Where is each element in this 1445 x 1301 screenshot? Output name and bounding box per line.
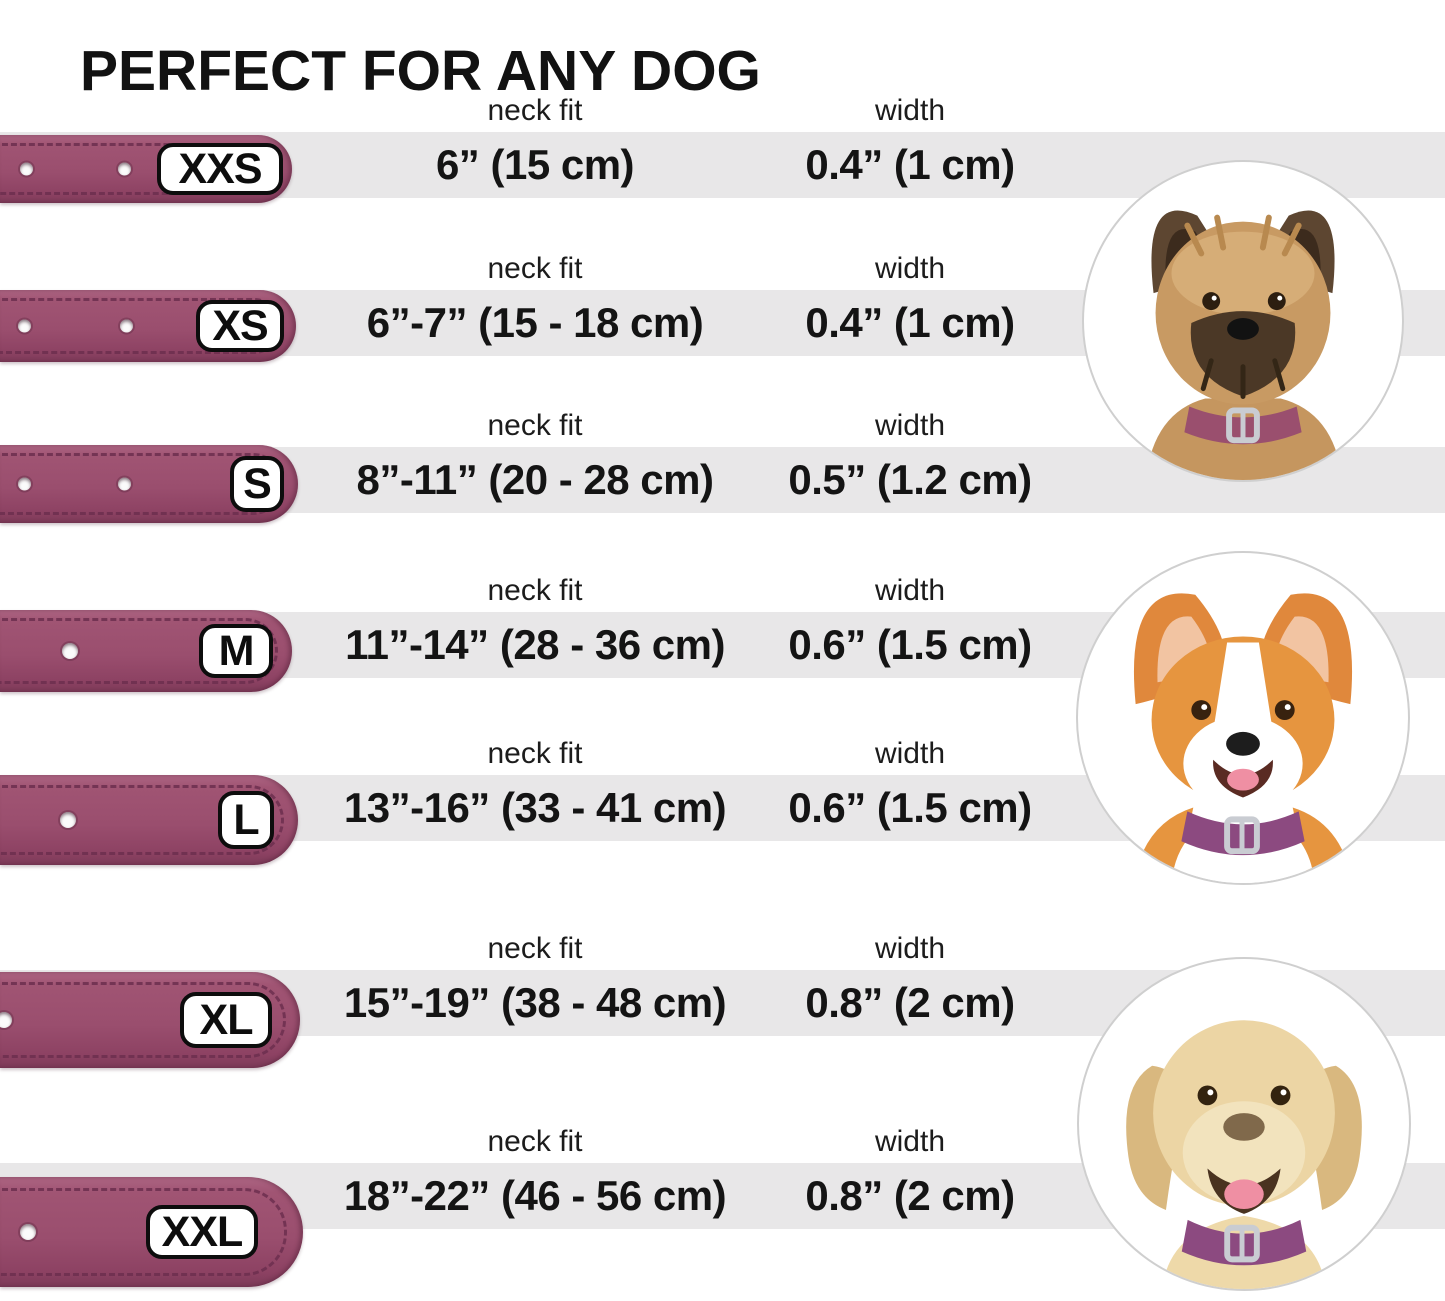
- collar-strap: XXS: [0, 135, 292, 203]
- width-label: width: [874, 932, 946, 965]
- width-value: 0.4” (1 cm): [805, 141, 1015, 188]
- neck-fit-value: 6”-7” (15 - 18 cm): [366, 299, 704, 346]
- neck-fit-value: 8”-11” (20 - 28 cm): [356, 456, 714, 503]
- width-label: width: [874, 252, 946, 285]
- neck-fit-label: neck fit: [487, 94, 583, 127]
- neck-fit-label: neck fit: [487, 932, 583, 965]
- neck-fit-value: 13”-16” (33 - 41 cm): [343, 784, 727, 831]
- column-labels: neck fit width: [0, 409, 1445, 443]
- collar-strap: S: [0, 445, 298, 523]
- collar-hole: [20, 1224, 36, 1240]
- width-label: width: [874, 1125, 946, 1158]
- width-label: width: [874, 737, 946, 770]
- width-label: width: [874, 409, 946, 442]
- collar-hole: [60, 812, 76, 828]
- size-row-l: neck fit width 13”-16” (33 - 41 cm) 0.6”…: [0, 737, 1445, 865]
- page-title: PERFECT FOR ANY DOG: [80, 39, 761, 104]
- column-labels: neck fit width: [0, 574, 1445, 608]
- size-badge: L: [218, 791, 274, 849]
- corgi-illustration: [1133, 593, 1353, 883]
- size-badge: S: [230, 456, 284, 512]
- neck-fit-value: 6” (15 cm): [435, 141, 635, 188]
- dog-photo-terrier: [1082, 160, 1404, 482]
- column-labels: neck fit width: [0, 737, 1445, 771]
- column-labels: neck fit width: [0, 932, 1445, 966]
- collar-hole: [120, 319, 133, 333]
- column-labels: neck fit width: [0, 94, 1445, 128]
- neck-fit-value: 18”-22” (46 - 56 cm): [343, 1172, 727, 1219]
- collar-hole: [118, 477, 131, 491]
- size-badge: XXL: [146, 1205, 258, 1259]
- neck-fit-label: neck fit: [487, 409, 583, 442]
- size-badge: M: [199, 624, 273, 678]
- collar-hole: [62, 643, 78, 659]
- collar-strap: M: [0, 610, 292, 692]
- width-value: 0.4” (1 cm): [805, 299, 1015, 346]
- neck-fit-value: 15”-19” (38 - 48 cm): [343, 979, 727, 1026]
- collar-strap: XXL: [0, 1177, 303, 1287]
- collar-hole: [20, 162, 33, 176]
- neck-fit-label: neck fit: [487, 1125, 583, 1158]
- width-value: 0.6” (1.5 cm): [788, 621, 1032, 668]
- column-labels: neck fit width: [0, 252, 1445, 286]
- labrador-illustration: [1126, 1020, 1362, 1289]
- size-badge: XXS: [157, 143, 283, 195]
- collar-hole: [18, 477, 31, 491]
- width-value: 0.5” (1.2 cm): [788, 456, 1032, 503]
- collar-strap: XL: [0, 972, 300, 1068]
- collar-hole: [0, 1012, 12, 1028]
- size-row-s: neck fit width 8”-11” (20 - 28 cm) 0.5” …: [0, 409, 1445, 523]
- width-value: 0.8” (2 cm): [805, 979, 1015, 1026]
- collar-hole: [118, 162, 131, 176]
- collar-strap: L: [0, 775, 298, 865]
- width-value: 0.8” (2 cm): [805, 1172, 1015, 1219]
- width-label: width: [874, 94, 946, 127]
- collar-strap: XS: [0, 290, 296, 362]
- neck-fit-label: neck fit: [487, 252, 583, 285]
- width-label: width: [874, 574, 946, 607]
- size-badge: XS: [196, 300, 284, 352]
- neck-fit-label: neck fit: [487, 737, 583, 770]
- size-badge: XL: [180, 992, 272, 1048]
- column-labels: neck fit width: [0, 1125, 1445, 1159]
- collar-hole: [18, 319, 31, 333]
- terrier-illustration: [1145, 210, 1343, 480]
- dog-photo-corgi: [1076, 551, 1410, 885]
- width-value: 0.6” (1.5 cm): [788, 784, 1032, 831]
- dog-photo-labrador: [1077, 957, 1411, 1291]
- neck-fit-value: 11”-14” (28 - 36 cm): [345, 621, 725, 668]
- neck-fit-label: neck fit: [487, 574, 583, 607]
